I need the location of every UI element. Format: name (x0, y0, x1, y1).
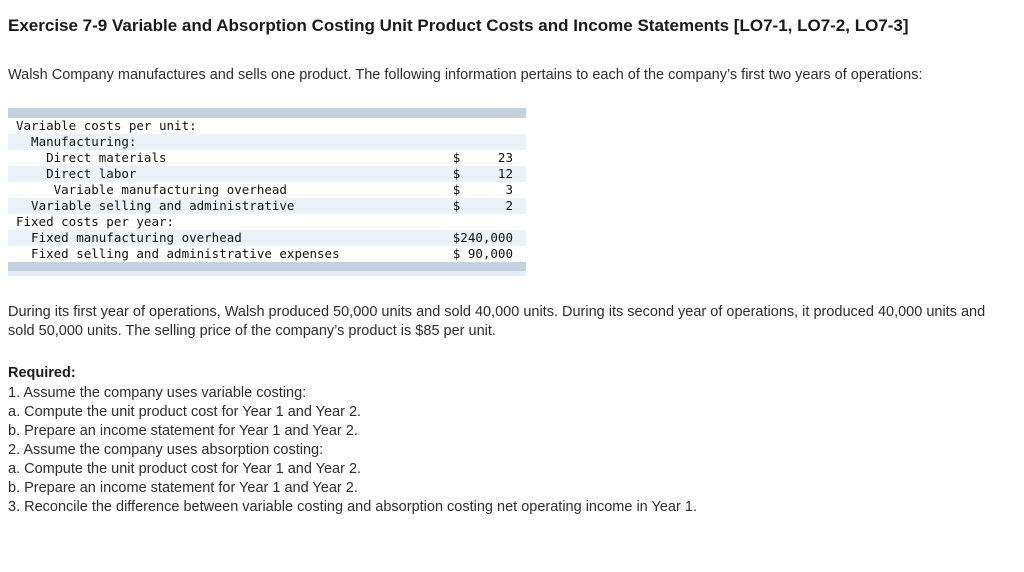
required-item: b. Prepare an income statement for Year … (8, 480, 358, 497)
required-item: a. Compute the unit product cost for Yea… (8, 404, 362, 421)
row-label: Fixed manufacturing overhead (16, 229, 242, 245)
table-row: Manufacturing: (8, 133, 526, 150)
row-amount (513, 134, 526, 150)
row-label: Variable selling and administrative (16, 197, 295, 213)
row-amount: $ 12 (452, 165, 513, 181)
row-label: Fixed selling and administrative expense… (16, 245, 340, 261)
row-amount (513, 214, 526, 230)
table-row: Fixed selling and administrative expense… (8, 245, 526, 262)
table-bottom-shadow (8, 270, 526, 276)
table-row: Variable manufacturing overhead $ 3 (8, 181, 526, 198)
table-row: Fixed costs per year: (8, 213, 526, 230)
row-amount: $ 2 (452, 197, 513, 213)
row-amount: $ 90,000 (452, 245, 513, 261)
required-item: 2. Assume the company uses absorption co… (8, 442, 324, 459)
row-amount (513, 118, 526, 134)
required-item: a. Compute the unit product cost for Yea… (8, 461, 362, 478)
table-row: Direct labor $ 12 (8, 165, 526, 182)
table-row: Variable costs per unit: (8, 117, 526, 134)
narrative-paragraph: During its first year of operations, Wal… (8, 303, 986, 340)
row-label: Direct materials (16, 149, 167, 165)
required-section: Required: 1. Assume the company uses var… (8, 365, 1010, 517)
row-label: Fixed costs per year: (16, 213, 175, 229)
required-item: 1. Assume the company uses variable cost… (8, 385, 307, 402)
row-label: Variable manufacturing overhead (16, 181, 287, 197)
row-label: Variable costs per unit: (16, 117, 197, 133)
table-row: Direct materials $ 23 (8, 149, 526, 166)
row-label: Manufacturing: (16, 133, 137, 149)
required-item: 3. Reconcile the difference between vari… (8, 499, 697, 516)
cost-table: Variable costs per unit: Manufacturing: … (8, 107, 526, 276)
intro-paragraph: Walsh Company manufactures and sells one… (8, 66, 923, 83)
table-top-band (8, 107, 526, 118)
row-amount: $ 3 (452, 181, 513, 197)
row-label: Direct labor (16, 165, 137, 181)
table-bottom-band (8, 261, 526, 271)
table-row: Fixed manufacturing overhead $240,000 (8, 229, 526, 246)
page-title: Exercise 7-9 Variable and Absorption Cos… (8, 16, 909, 35)
table-row: Variable selling and administrative $ 2 (8, 197, 526, 214)
row-amount: $240,000 (452, 229, 513, 245)
required-item: b. Prepare an income statement for Year … (8, 423, 358, 440)
required-heading: Required: (8, 365, 76, 382)
row-amount: $ 23 (452, 149, 513, 165)
